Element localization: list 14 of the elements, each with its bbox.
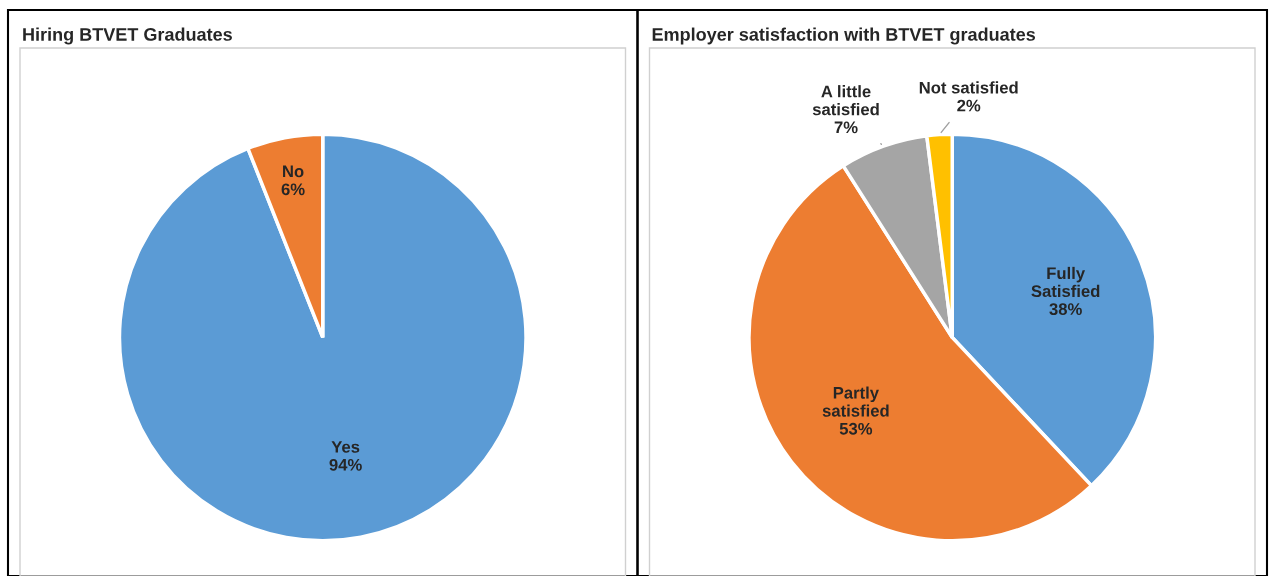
chart-title: Hiring BTVET Graduates <box>23 27 232 45</box>
data-label: 94% <box>329 458 362 471</box>
slice-label: Not satisfied <box>919 81 1018 94</box>
data-label: 2% <box>957 99 981 112</box>
data-label: 7% <box>834 121 858 134</box>
data-label: 53% <box>839 422 873 435</box>
slice-label: No <box>283 165 304 178</box>
slice-label: Partly satisfied <box>822 386 889 417</box>
slice-label: A little satisfied <box>812 85 879 116</box>
slice-label: Yes <box>331 441 360 453</box>
chart-title: Employer satisfaction with BTVET graduates <box>652 27 1036 45</box>
slice-label: Fully Satisfied <box>1031 266 1100 298</box>
data-label: 38% <box>1049 303 1082 316</box>
data-label: 6% <box>281 183 305 196</box>
